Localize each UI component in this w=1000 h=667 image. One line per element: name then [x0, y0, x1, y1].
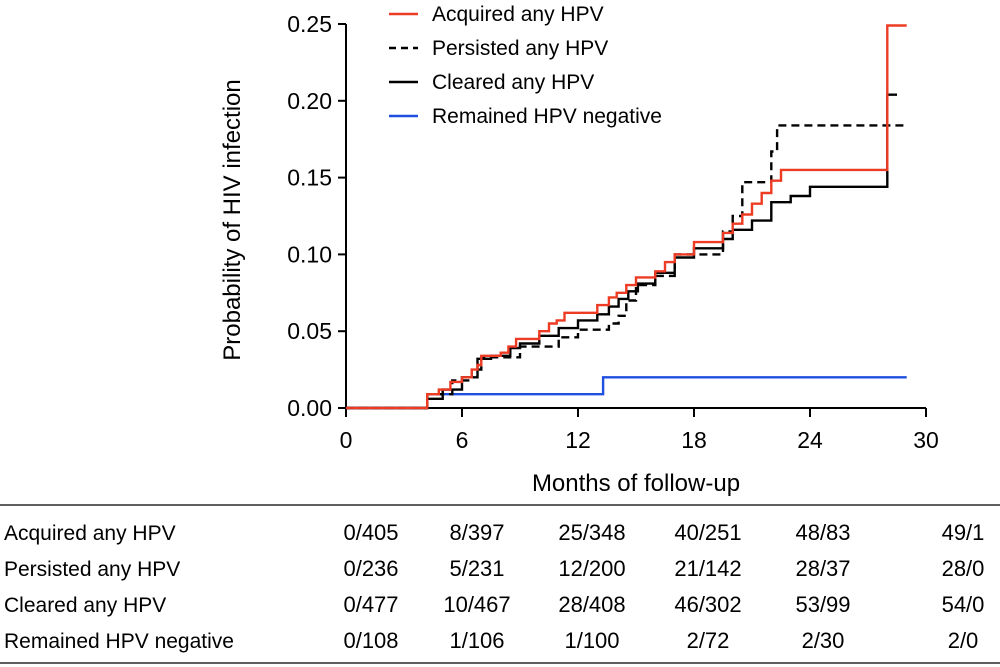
x-tick-label: 0	[340, 427, 353, 453]
risk-row-label: Remained HPV negative	[4, 630, 234, 653]
risk-cell: 0/108	[343, 628, 398, 653]
legend-label: Remained HPV negative	[432, 105, 662, 128]
risk-cell: 0/236	[343, 556, 398, 581]
x-tick-label: 24	[797, 427, 823, 453]
risk-cell: 8/397	[449, 520, 504, 545]
legend-label: Persisted any HPV	[432, 37, 608, 60]
series-line-acquired-any-hpv	[346, 24, 907, 410]
risk-cell: 1/106	[449, 628, 504, 653]
risk-cell: 10/467	[443, 592, 510, 617]
risk-cell: 49/1	[942, 520, 985, 545]
y-tick-label: 0.10	[287, 241, 332, 267]
y-tick-label: 0.20	[287, 88, 332, 114]
y-tick-label: 0.25	[287, 11, 332, 37]
legend: Acquired any HPV Persisted any HPV Cleared…	[389, 3, 662, 128]
risk-cell: 25/348	[558, 520, 625, 545]
legend-label: Cleared any HPV	[432, 71, 594, 94]
x-axis-title: Months of follow-up	[532, 470, 740, 497]
risk-cell: 54/0	[942, 592, 985, 617]
risk-cell: 40/251	[674, 520, 741, 545]
y-tick-label: 0.00	[287, 395, 332, 421]
risk-cell: 48/83	[795, 520, 850, 545]
series-line-remained-hpv-negative	[346, 376, 907, 410]
risk-cell: 12/200	[558, 556, 625, 581]
risk-row-label: Acquired any HPV	[4, 522, 176, 545]
risk-row-label: Persisted any HPV	[4, 558, 180, 581]
risk-cell: 2/0	[948, 628, 979, 653]
y-tick-label: 0.15	[287, 165, 332, 191]
risk-cell: 46/302	[674, 592, 741, 617]
risk-cell: 2/72	[687, 628, 730, 653]
series-line-persisted-any-hpv	[346, 124, 907, 410]
risk-row-label: Cleared any HPV	[4, 594, 166, 617]
series-line-cleared-any-hpv	[346, 93, 897, 410]
risk-cell: 53/99	[795, 592, 850, 617]
x-tick-label: 30	[913, 427, 939, 453]
y-axis-title: Probability of HIV infection	[219, 79, 246, 360]
risk-cell: 28/37	[795, 556, 850, 581]
x-tick-label: 6	[456, 427, 469, 453]
series-layer	[346, 24, 907, 410]
risk-cell: 5/231	[449, 556, 504, 581]
risk-cell: 1/100	[564, 628, 619, 653]
risk-cell: 28/0	[942, 556, 985, 581]
risk-table: Acquired any HPV 0/405 8/397 25/348 40/251 48…	[0, 504, 1000, 664]
risk-cell: 21/142	[674, 556, 741, 581]
risk-cell: 0/477	[343, 592, 398, 617]
y-tick-label: 0.05	[287, 318, 332, 344]
x-tick-label: 12	[565, 427, 591, 453]
x-tick-label: 18	[681, 427, 707, 453]
legend-label: Acquired any HPV	[432, 3, 604, 26]
risk-cell: 28/408	[558, 592, 625, 617]
risk-cell: 2/30	[802, 628, 845, 653]
risk-cell: 0/405	[343, 520, 398, 545]
axes: 0.00 0.05 0.10 0.15 0.20 0.25 0 6 12 18 24 30 Months…	[219, 11, 939, 497]
